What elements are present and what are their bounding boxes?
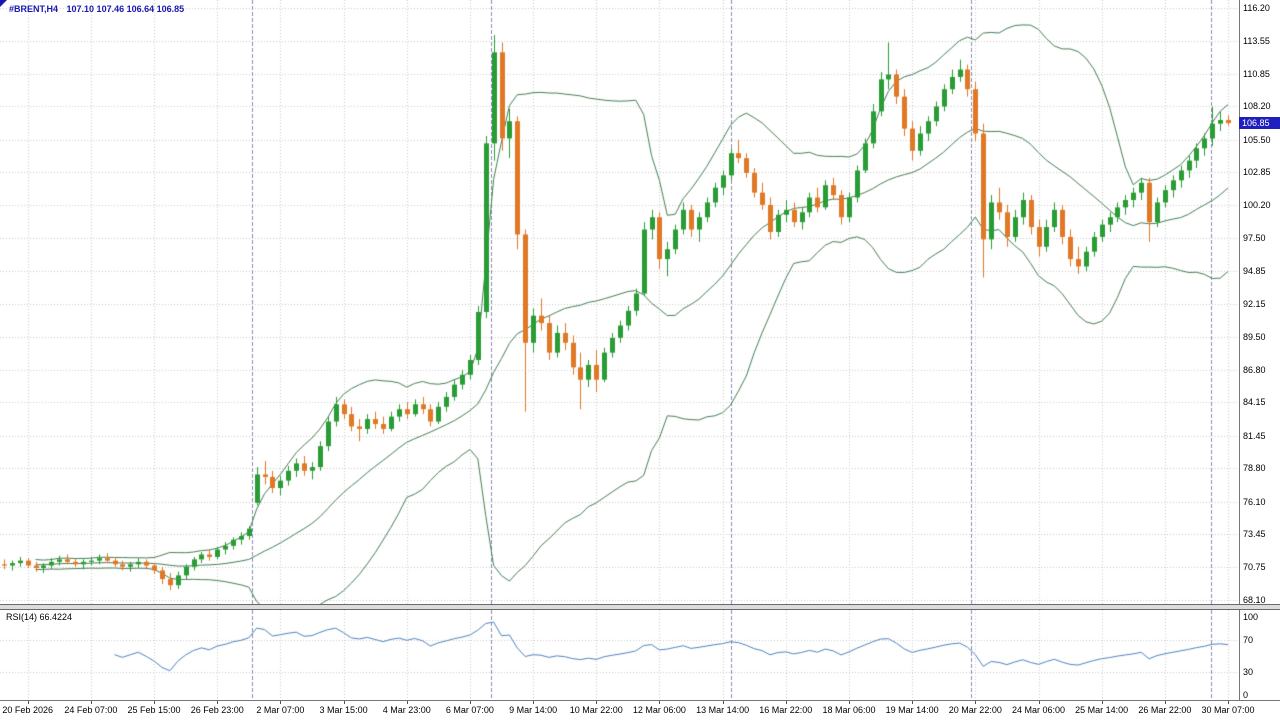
- time-axis-label: 18 Mar 06:00: [822, 705, 876, 715]
- time-axis-label: 16 Mar 22:00: [759, 705, 813, 715]
- time-axis-tick: [786, 701, 787, 704]
- rsi-scale-label: 70: [1243, 635, 1254, 646]
- price-axis-label: 102.85: [1243, 167, 1271, 178]
- symbol-timeframe-label: #BRENT,H4: [9, 4, 59, 14]
- time-axis-label: 24 Feb 07:00: [64, 705, 118, 715]
- time-axis-label: 25 Feb 15:00: [127, 705, 181, 715]
- time-axis[interactable]: 20 Feb 2026 24 Feb 07:00 25 Feb 15:00 26 Fe…: [0, 700, 1280, 720]
- price-axis-label: 76.10: [1243, 496, 1266, 507]
- rsi-indicator-label: RSI(14) 66.4224: [6, 612, 73, 622]
- time-axis-tick: [1039, 701, 1040, 704]
- time-axis-label: 19 Mar 14:00: [885, 705, 939, 715]
- time-axis-label: 10 Mar 22:00: [569, 705, 623, 715]
- ohlc-values: 107.10 107.46 106.64 106.85: [66, 4, 185, 14]
- price-axis-label: 105.50: [1243, 134, 1271, 145]
- price-axis[interactable]: 116.20 113.55 110.85 108.20 105.50 102.85 100.…: [1239, 0, 1280, 700]
- time-axis-label: 20 Mar 22:00: [948, 705, 1002, 715]
- time-axis-tick: [280, 701, 281, 704]
- time-axis-tick: [596, 701, 597, 704]
- time-axis-tick: [344, 701, 345, 704]
- time-axis-tick: [533, 701, 534, 704]
- time-axis-label: 25 Mar 14:00: [1075, 705, 1129, 715]
- rsi-scale-label: 30: [1243, 666, 1254, 677]
- price-axis-label: 94.85: [1243, 265, 1266, 276]
- time-axis-tick: [849, 701, 850, 704]
- time-axis-tick: [1228, 701, 1229, 704]
- rsi-indicator-canvas[interactable]: [0, 610, 1239, 700]
- price-axis-label: 89.50: [1243, 331, 1266, 342]
- rsi-scale-label: 0: [1243, 690, 1249, 700]
- time-axis-label: 26 Feb 23:00: [190, 705, 244, 715]
- time-axis-tick: [470, 701, 471, 704]
- price-axis-label: 100.20: [1243, 199, 1271, 210]
- symbol-ohlc-header: #BRENT,H4 107.10 107.46 106.64 106.85: [9, 4, 190, 14]
- time-axis-tick: [407, 701, 408, 704]
- time-axis-label: 20 Feb 2026: [2, 705, 53, 715]
- price-axis-label: 84.15: [1243, 397, 1266, 408]
- time-axis-label: 9 Mar 14:00: [509, 705, 558, 715]
- price-axis-label: 108.20: [1243, 101, 1271, 112]
- time-axis-label: 12 Mar 06:00: [632, 705, 686, 715]
- rsi-scale-label: 100: [1243, 612, 1259, 622]
- price-axis-label: 110.85: [1243, 68, 1270, 79]
- price-axis-label: 73.45: [1243, 529, 1266, 540]
- price-chart-canvas[interactable]: [0, 0, 1239, 604]
- time-axis-tick: [217, 701, 218, 704]
- price-axis-label: 68.10: [1243, 595, 1266, 605]
- price-axis-label: 86.80: [1243, 364, 1266, 375]
- panel-divider[interactable]: [0, 604, 1280, 610]
- time-axis-label: 24 Mar 06:00: [1011, 705, 1066, 715]
- price-axis-label: 70.75: [1243, 562, 1266, 573]
- chart-shift-triangle-icon: [0, 0, 7, 7]
- time-axis-tick: [1165, 701, 1166, 704]
- price-axis-label: 78.80: [1243, 463, 1266, 474]
- time-axis-label: 6 Mar 07:00: [445, 705, 494, 715]
- time-axis-label: 4 Mar 23:00: [382, 705, 431, 715]
- current-price-badge: 106.85: [1239, 117, 1280, 129]
- time-axis-tick: [723, 701, 724, 704]
- time-axis-tick: [912, 701, 913, 704]
- price-axis-label: 116.20: [1243, 3, 1270, 13]
- price-axis-label: 92.15: [1243, 299, 1266, 309]
- price-axis-label: 81.45: [1243, 430, 1266, 441]
- time-axis-tick: [28, 701, 29, 704]
- time-axis-label: 26 Mar 22:00: [1138, 705, 1192, 715]
- time-axis-tick: [975, 701, 976, 704]
- time-axis-tick: [659, 701, 660, 704]
- time-axis-label: 13 Mar 14:00: [696, 705, 750, 715]
- price-axis-label: 97.50: [1243, 233, 1266, 244]
- time-axis-label: 2 Mar 07:00: [256, 705, 305, 715]
- time-axis-tick: [1102, 701, 1103, 704]
- time-axis-tick: [154, 701, 155, 704]
- time-axis-label: 30 Mar 07:00: [1201, 705, 1255, 715]
- price-axis-label: 113.55: [1243, 35, 1270, 46]
- time-axis-tick: [91, 701, 92, 704]
- time-axis-label: 3 Mar 15:00: [319, 705, 368, 715]
